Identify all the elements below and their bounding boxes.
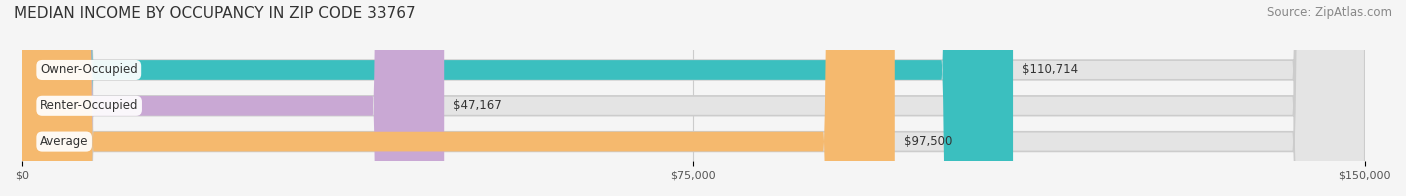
- FancyBboxPatch shape: [22, 0, 1365, 196]
- Text: Source: ZipAtlas.com: Source: ZipAtlas.com: [1267, 6, 1392, 19]
- FancyBboxPatch shape: [22, 0, 444, 196]
- Text: Renter-Occupied: Renter-Occupied: [39, 99, 138, 112]
- Text: $110,714: $110,714: [1022, 64, 1078, 76]
- Text: MEDIAN INCOME BY OCCUPANCY IN ZIP CODE 33767: MEDIAN INCOME BY OCCUPANCY IN ZIP CODE 3…: [14, 6, 416, 21]
- Text: Owner-Occupied: Owner-Occupied: [39, 64, 138, 76]
- Text: $47,167: $47,167: [453, 99, 502, 112]
- Text: Average: Average: [39, 135, 89, 148]
- FancyBboxPatch shape: [22, 0, 1014, 196]
- Text: $97,500: $97,500: [904, 135, 952, 148]
- FancyBboxPatch shape: [22, 0, 1365, 196]
- FancyBboxPatch shape: [22, 0, 1365, 196]
- FancyBboxPatch shape: [22, 0, 894, 196]
